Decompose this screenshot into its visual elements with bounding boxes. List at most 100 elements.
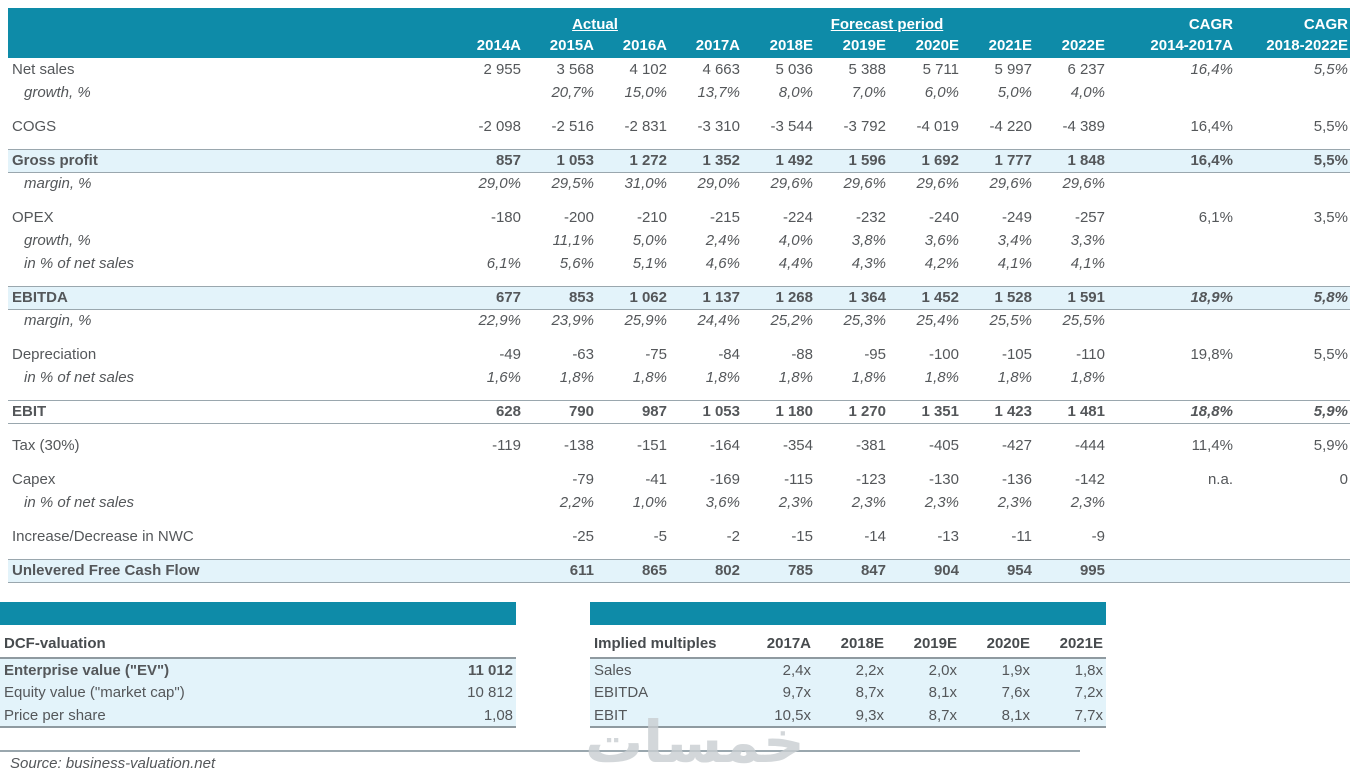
year-column-header: 2017A xyxy=(695,37,740,54)
value-cell: 25,5% xyxy=(1062,312,1105,330)
cagr-value-cell: 16,4% xyxy=(1190,118,1233,135)
value-cell: 5 997 xyxy=(994,61,1032,78)
spacer-row xyxy=(8,275,1350,286)
value-cell: 4,0% xyxy=(1070,84,1105,101)
value-cell: -110 xyxy=(1076,346,1105,363)
row-label: Tax (30%) xyxy=(12,437,80,454)
year-column-header: 2016A xyxy=(622,37,667,54)
value-cell: 1 352 xyxy=(702,152,740,169)
cagr-value-cell xyxy=(1235,309,1350,332)
value-cell: 15,0% xyxy=(624,84,667,101)
value-cell: 4 663 xyxy=(702,61,740,78)
cagr-value-cell xyxy=(1107,229,1235,252)
table-row: COGS -2 098 -2 516 -2 831 -3 310 -3 544 -3 792… xyxy=(8,115,1350,138)
spacer-row xyxy=(8,423,1350,434)
value-cell: 1 591 xyxy=(1067,289,1105,306)
value-cell: -151 xyxy=(636,437,667,454)
value-cell: 1,8% xyxy=(997,369,1032,386)
cagr-value-cell xyxy=(1235,525,1350,548)
dcf-row: Equity value ("market cap") 10 812 xyxy=(0,681,517,704)
year-column-header: 2022E xyxy=(1061,37,1105,54)
spacer-row xyxy=(8,195,1350,206)
value-cell: -354 xyxy=(782,437,813,454)
value-cell: 6,1% xyxy=(486,255,521,272)
value-cell: -14 xyxy=(864,528,886,545)
row-label: Net sales xyxy=(12,61,75,78)
value-cell: 25,4% xyxy=(916,312,959,330)
cagr-value-cell xyxy=(1235,172,1350,195)
value-cell: -136 xyxy=(1001,471,1032,488)
source-note: Source: business-valuation.net xyxy=(10,755,216,772)
value-cell: -224 xyxy=(782,209,813,226)
row-label: margin, % xyxy=(24,175,92,193)
value-cell: 1 062 xyxy=(629,289,667,306)
value-cell: -115 xyxy=(784,471,813,488)
value-cell: -2 098 xyxy=(478,118,521,135)
value-cell: 1,6% xyxy=(486,369,521,386)
value-cell: 2,3% xyxy=(924,494,959,511)
row-label: OPEX xyxy=(12,209,54,226)
value-cell: 1,8% xyxy=(559,369,594,386)
cagr-value-cell: 18,8% xyxy=(1190,403,1233,420)
implied-header-row: Implied multiples 2017A 2018E 2019E 2020E 20… xyxy=(590,630,1106,659)
year-column-header: 2015A xyxy=(549,37,594,54)
implied-value-cell: 8,7x xyxy=(814,681,887,704)
year-column-header: 2020E xyxy=(915,37,959,54)
value-cell: 13,7% xyxy=(697,84,740,101)
table-row: EBIT 628 790 987 1 053 1 180 1 270 1 351 1 423 1 … xyxy=(8,400,1350,423)
implied-value-cell: 2,4x xyxy=(741,658,814,681)
value-cell: 1,8% xyxy=(851,369,886,386)
cagr-value-cell xyxy=(1107,525,1235,548)
cagr-value-cell: 5,9% xyxy=(1313,403,1348,420)
spacer-cell xyxy=(8,275,1350,286)
year-column-header: 2019E xyxy=(842,37,886,54)
forecast-group-cell: Forecast period xyxy=(815,8,961,33)
value-cell: 5 388 xyxy=(848,61,886,78)
value-cell: 790 xyxy=(568,403,594,420)
cagr-value-cell: 0 xyxy=(1339,471,1348,488)
value-cell: 1 137 xyxy=(702,289,740,306)
cagr-value-cell: 5,5% xyxy=(1313,152,1348,169)
value-cell: -105 xyxy=(1001,346,1032,363)
value-cell: 677 xyxy=(495,289,521,306)
cagr-value-cell xyxy=(1107,366,1235,389)
value-cell: -9 xyxy=(1091,528,1105,545)
value-cell: 29,5% xyxy=(551,175,594,193)
cagr-value-cell: 3,5% xyxy=(1313,209,1348,226)
table-row: Increase/Decrease in NWC -25 -5 -2 -15 -14 -13… xyxy=(8,525,1350,548)
cagr-range-header: 2014-2017A xyxy=(1150,37,1233,54)
value-cell: 954 xyxy=(1006,562,1032,579)
cagr-value-cell: 19,8% xyxy=(1190,346,1233,363)
value-cell: 6,0% xyxy=(924,84,959,101)
value-cell: 2,3% xyxy=(1070,494,1105,511)
value-cell: 5 036 xyxy=(775,61,813,78)
implied-value-cell: 2,2x xyxy=(814,658,887,681)
value-cell xyxy=(450,229,523,252)
value-cell: 25,5% xyxy=(989,312,1032,330)
value-cell: 8,0% xyxy=(778,84,813,101)
implied-row-label: Sales xyxy=(590,658,741,681)
implied-value-cell: 7,2x xyxy=(1033,681,1106,704)
cagr-value-cell: 5,5% xyxy=(1313,118,1348,135)
value-cell: 995 xyxy=(1079,562,1105,579)
cagr-value-cell: 5,9% xyxy=(1313,437,1348,454)
dcf-body: Enterprise value ("EV") 11 012 Equity valu… xyxy=(0,658,517,728)
value-cell: 853 xyxy=(568,289,594,306)
cagr-value-cell: 6,1% xyxy=(1198,209,1233,226)
value-cell: 857 xyxy=(495,152,521,169)
dcf-row-value: 1,08 xyxy=(336,704,517,728)
value-cell: -200 xyxy=(563,209,594,226)
row-label: growth, % xyxy=(24,232,91,249)
table-row: margin, % 29,0% 29,5% 31,0% 29,0% 29,6% 29,6% 2… xyxy=(8,172,1350,195)
dcf-teal-bar xyxy=(0,602,516,625)
table-header: Actual Forecast period CAGR CAGR 2014A 20… xyxy=(8,8,1350,58)
value-cell: 1 268 xyxy=(775,289,813,306)
value-cell: 1 481 xyxy=(1067,403,1105,420)
value-cell: -138 xyxy=(563,437,594,454)
implied-value-cell: 8,7x xyxy=(887,704,960,728)
row-label: in % of net sales xyxy=(24,494,135,511)
implied-value-cell: 2,0x xyxy=(887,658,960,681)
cagr-value-cell: 11,4% xyxy=(1191,437,1233,454)
value-cell: 1 272 xyxy=(629,152,667,169)
value-cell xyxy=(450,525,523,548)
